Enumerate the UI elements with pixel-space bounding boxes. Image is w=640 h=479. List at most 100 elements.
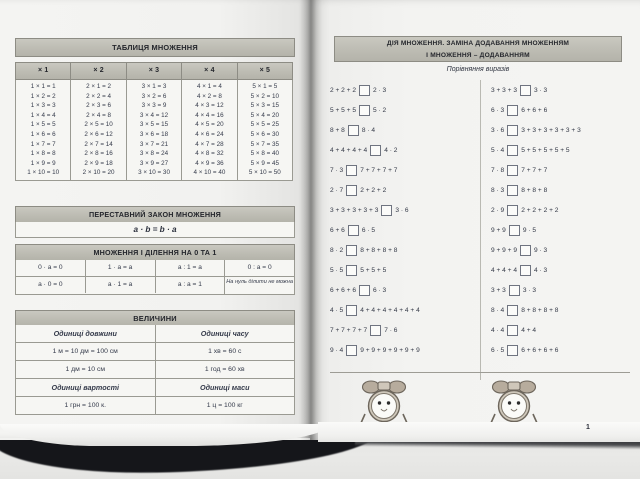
comparison-answer-box[interactable] [346, 164, 358, 176]
mt-column-2: 2 × 1 = 2 2 × 2 = 4 2 × 3 = 6 2 × 4 = 8 … [70, 80, 125, 180]
expression-left: 3 + 3 [491, 286, 506, 294]
mt-cell: 3 × 8 = 24 [139, 150, 169, 158]
expression-right: 5 · 2 [373, 106, 387, 114]
comparison-answer-box[interactable] [346, 344, 358, 356]
comparison-answer-box[interactable] [507, 204, 519, 216]
mt-cell: 1 × 1 = 1 [30, 83, 56, 90]
comparison-answer-box[interactable] [346, 184, 358, 196]
mt-cell: 2 × 3 = 6 [86, 102, 112, 110]
mt-cell: 2 × 8 = 16 [84, 150, 113, 158]
comparison-answer-box[interactable] [507, 144, 519, 156]
table-row: 1 дм = 10 см 1 год = 60 хв [16, 360, 294, 378]
table-row: a · 0 = 0 a · 1 = a a : a = 1 На нуль ді… [16, 276, 294, 294]
exercise-row: 4 + 4 + 4 4 · 3 [491, 260, 630, 280]
expression-right: 3 · 3 [522, 286, 537, 294]
exercise-row: 6 · 5 6 + 6 + 6 + 6 [491, 340, 630, 360]
mt-cell: 2 × 2 = 4 [86, 92, 112, 100]
book-gutter [300, 0, 322, 440]
comparison-answer-box[interactable] [346, 244, 358, 256]
expression-right: 3 + 3 + 3 + 3 + 3 + 3 [521, 126, 581, 134]
multiplication-table: × 1 × 2 × 3 × 4 × 5 1 × 1 = 1 1 × 2 = 2 … [15, 62, 293, 181]
expression-left: 3 + 3 + 3 [491, 86, 518, 94]
rule-cell: a · 1 = a [84, 276, 155, 293]
quantity-cell: 1 ц = 100 кг [154, 396, 294, 414]
comparison-answer-box[interactable] [346, 264, 358, 276]
comparison-answer-box[interactable] [508, 284, 520, 296]
mt-cell: 2 × 7 = 14 [84, 140, 113, 148]
mt-cell: 1 × 3 = 3 [30, 102, 56, 110]
expression-left: 6 + 6 [330, 226, 345, 234]
comparison-answer-box[interactable] [520, 244, 532, 256]
comparison-answer-box[interactable] [346, 304, 358, 316]
lesson-title: ДІЯ МНОЖЕННЯ. ЗАМІНА ДОДАВАННЯ МНОЖЕННЯМ… [334, 36, 622, 62]
expression-left: 7 + 7 + 7 + 7 [330, 326, 368, 334]
page-edge-right [318, 422, 640, 442]
exercise-row: 9 + 9 9 · 5 [491, 220, 630, 240]
rule-cell: a : 1 = a [154, 260, 225, 276]
expression-right: 6 + 6 + 6 [521, 106, 548, 114]
mt-cell: 3 × 9 = 27 [139, 159, 169, 167]
rule-cell: a · 0 = 0 [16, 276, 85, 293]
comparison-answer-box[interactable] [359, 284, 371, 296]
comparison-answer-box[interactable] [520, 264, 532, 276]
exercise-row: 3 + 3 3 · 3 [491, 280, 630, 300]
comparison-answer-box[interactable] [370, 324, 382, 336]
comparison-answer-box[interactable] [381, 204, 393, 216]
expression-left: 4 + 4 + 4 + 4 [330, 146, 368, 154]
comparison-answer-box[interactable] [507, 304, 519, 316]
zero-one-rules-title: МНОЖЕННЯ І ДІЛЕННЯ НА 0 ТА 1 [15, 244, 295, 261]
quantity-cell: 1 год = 60 хв [154, 360, 294, 378]
comparison-answer-box[interactable] [347, 124, 359, 136]
page-number: 1 [586, 424, 590, 431]
mt-column-1: 1 × 1 = 1 1 × 2 = 2 1 × 3 = 3 1 × 4 = 4 … [16, 80, 70, 180]
mt-cell: 5 × 9 = 45 [250, 159, 280, 167]
mt-cell: 5 × 1 = 5 [252, 83, 278, 90]
quantity-subheader: Одиниці маси [154, 378, 294, 396]
mt-cell: 2 × 1 = 2 [86, 83, 112, 90]
exercise-row: 5 · 4 5 + 5 + 5 + 5 + 5 [491, 140, 630, 160]
rule-cell: 0 : a = 0 [224, 260, 294, 276]
exercise-column-right: 3 + 3 + 3 3 · 3 6 · 3 6 + 6 + 6 3 · 6 3 + 3 +… [480, 80, 630, 380]
comparison-answer-box[interactable] [370, 144, 382, 156]
expression-right: 8 + 8 + 8 [521, 186, 548, 194]
mt-cell: 5 × 2 = 10 [250, 92, 280, 100]
right-page [310, 0, 640, 440]
comparison-answer-box[interactable] [507, 124, 519, 136]
exercise-row: 3 · 6 3 + 3 + 3 + 3 + 3 + 3 [491, 120, 630, 140]
comparison-answer-box[interactable] [507, 184, 519, 196]
mt-header-cell: × 1 [37, 67, 49, 74]
mt-column-3: 3 × 1 = 3 3 × 2 = 6 3 × 3 = 9 3 × 4 = 12… [125, 80, 181, 180]
expression-left: 6 + 6 + 6 [330, 286, 357, 294]
expression-right: 4 · 3 [534, 266, 548, 274]
comparison-answer-box[interactable] [507, 104, 519, 116]
expression-right: 9 · 5 [522, 226, 537, 234]
quantity-cell: 1 хв = 60 с [154, 342, 294, 360]
mt-cell: 2 × 5 = 10 [84, 121, 113, 129]
expression-right: 5 + 5 + 5 [360, 266, 387, 274]
exercise-row: 2 · 7 2 + 2 + 2 [330, 180, 480, 200]
comparison-answer-box[interactable] [507, 344, 519, 356]
comparison-answer-box[interactable] [359, 84, 371, 96]
exercise-row: 4 · 4 4 + 4 [491, 320, 630, 340]
expression-right: 8 + 8 + 8 + 8 [360, 246, 398, 254]
expression-right: 7 · 6 [384, 326, 398, 334]
table-row: 0 · a = 0 1 · a = a a : 1 = a 0 : a = 0 [16, 260, 294, 276]
comparison-answer-box[interactable] [347, 224, 359, 236]
expression-right: 7 + 7 + 7 + 7 [360, 166, 398, 174]
exercise-row: 5 + 5 + 5 5 · 2 [330, 100, 480, 120]
comparison-answer-box[interactable] [508, 224, 520, 236]
expression-left: 9 · 4 [330, 346, 344, 354]
comparison-answer-box[interactable] [520, 84, 532, 96]
expression-left: 4 · 5 [330, 306, 344, 314]
rule-cell: 0 · a = 0 [38, 264, 63, 271]
rule-cell: 1 · a = a [84, 260, 155, 276]
exercise-row: 7 · 8 7 + 7 + 7 [491, 160, 630, 180]
mt-cell: 4 × 9 = 36 [195, 159, 224, 167]
comparison-answer-box[interactable] [507, 164, 519, 176]
expression-left: 7 · 3 [330, 166, 344, 174]
expression-left: 8 + 8 [330, 126, 345, 134]
comparison-answer-box[interactable] [359, 104, 371, 116]
comparison-answer-box[interactable] [507, 324, 519, 336]
page-edge-left [0, 424, 330, 446]
mt-cell: 3 × 5 = 15 [139, 121, 169, 129]
